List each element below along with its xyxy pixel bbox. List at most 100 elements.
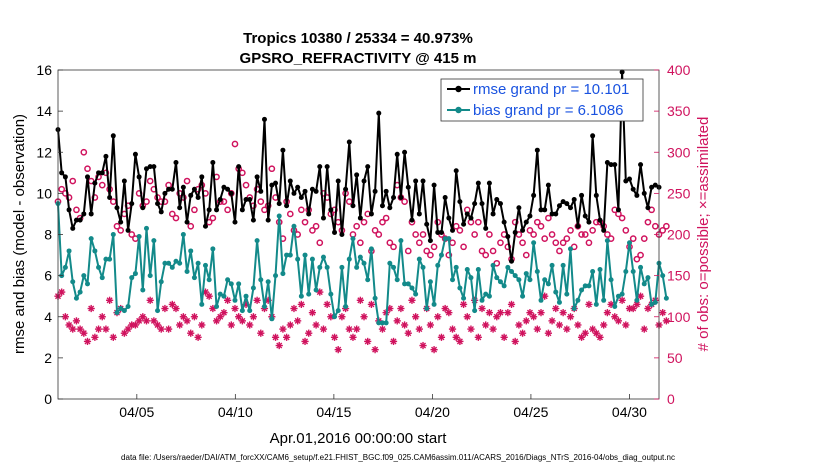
rmse-point — [413, 178, 419, 184]
bias-point — [398, 238, 404, 244]
assimilated-point — [452, 333, 460, 341]
bias-point — [225, 277, 231, 283]
bias-point — [84, 281, 90, 287]
bias-point — [486, 293, 492, 299]
rmse-point — [438, 229, 444, 235]
rmse-point — [335, 178, 341, 184]
bias-point — [472, 308, 478, 314]
bias-point — [604, 238, 610, 244]
rmse-point — [103, 153, 109, 159]
y2-axis-label: # of obs: o=possible; ×=assimilated — [695, 117, 712, 352]
legend-bias-label: bias grand pr = 6.1086 — [473, 102, 624, 119]
assimilated-point — [596, 333, 604, 341]
assimilated-point — [511, 337, 519, 346]
possible-point — [312, 222, 320, 230]
rmse-point — [265, 217, 271, 223]
rmse-point — [132, 151, 138, 157]
possible-point — [482, 251, 490, 259]
chart-subtitle: GPSRO_REFRACTIVITY @ 415 m — [240, 50, 477, 67]
possible-point — [430, 243, 438, 251]
bias-point — [320, 254, 326, 260]
bias-point — [96, 264, 102, 270]
bias-point — [280, 271, 286, 277]
bias-point — [538, 297, 544, 303]
assimilated-point — [172, 304, 180, 313]
rmse-point — [490, 211, 496, 217]
assimilated-point — [467, 325, 475, 333]
bias-point — [549, 262, 555, 268]
bias-point — [663, 295, 669, 301]
bias-point — [501, 283, 507, 289]
possible-point — [497, 239, 504, 247]
bias-point — [62, 264, 68, 270]
y2-tick-label: 400 — [667, 62, 691, 78]
rmse-point — [180, 184, 186, 190]
rmse-point — [151, 164, 157, 170]
assimilated-point — [220, 309, 228, 317]
bias-point — [619, 291, 625, 297]
assimilated-point — [640, 325, 648, 333]
bias-point — [180, 232, 186, 237]
possible-point — [84, 165, 91, 173]
bias-point — [612, 303, 618, 309]
assimilated-point — [530, 313, 538, 321]
bias-point — [317, 264, 323, 270]
rmse-point — [302, 188, 308, 194]
rmse-point — [634, 192, 640, 198]
possible-point — [58, 185, 66, 193]
rmse-point — [538, 207, 544, 213]
possible-point — [360, 218, 368, 226]
rmse-point — [597, 217, 603, 223]
assimilated-point — [522, 317, 530, 325]
legend-bias-marker — [455, 106, 462, 114]
possible-point — [644, 218, 652, 226]
rmse-point — [545, 182, 551, 188]
bias-point — [313, 287, 319, 293]
assimilated-point — [559, 309, 567, 317]
bias-point — [335, 308, 341, 314]
y-tick-label: 10 — [36, 185, 52, 201]
possible-point — [117, 227, 125, 234]
rmse-point — [398, 194, 404, 200]
assimilated-point — [161, 304, 169, 313]
bias-point — [306, 291, 312, 297]
bias-point — [228, 281, 234, 287]
assimilated-point — [275, 341, 283, 350]
bias-point — [66, 248, 72, 254]
legend[interactable]: rmse grand pr = 10.101 bias grand pr = 6… — [440, 78, 644, 122]
possible-point — [297, 206, 305, 214]
rmse-point — [627, 176, 633, 182]
rmse-point — [324, 164, 330, 170]
plot-area: 0 2 4 6 8 10 12 14 16 0 50 100 150 200 250 300 350 400 04/… — [36, 62, 690, 420]
rmse-point — [280, 147, 286, 153]
possible-point — [412, 231, 420, 238]
rmse-point — [136, 174, 142, 180]
rmse-point — [391, 194, 397, 200]
assimilated-point — [91, 333, 99, 341]
rmse-point — [450, 227, 456, 233]
bias-point — [361, 260, 367, 266]
possible-point — [209, 214, 217, 222]
possible-point — [191, 206, 198, 214]
assimilated-point — [537, 309, 545, 317]
assimilated-point — [397, 304, 405, 313]
bias-point — [461, 295, 467, 301]
assimilated-point — [294, 317, 302, 325]
assimilated-point — [297, 300, 305, 309]
rmse-point — [394, 151, 400, 157]
possible-point — [80, 148, 88, 156]
assimilated-point — [80, 329, 88, 337]
bias-point — [450, 277, 456, 283]
assimilated-point — [323, 300, 331, 309]
assimilated-point — [393, 317, 401, 325]
bias-point — [357, 254, 363, 260]
bias-point — [438, 252, 444, 258]
rmse-point — [155, 201, 161, 207]
bias-point — [173, 258, 179, 264]
rmse-point — [147, 164, 153, 170]
rmse-point — [140, 205, 146, 211]
assimilated-point — [459, 300, 468, 309]
assimilated-point — [194, 333, 202, 341]
assimilated-point — [478, 304, 486, 313]
